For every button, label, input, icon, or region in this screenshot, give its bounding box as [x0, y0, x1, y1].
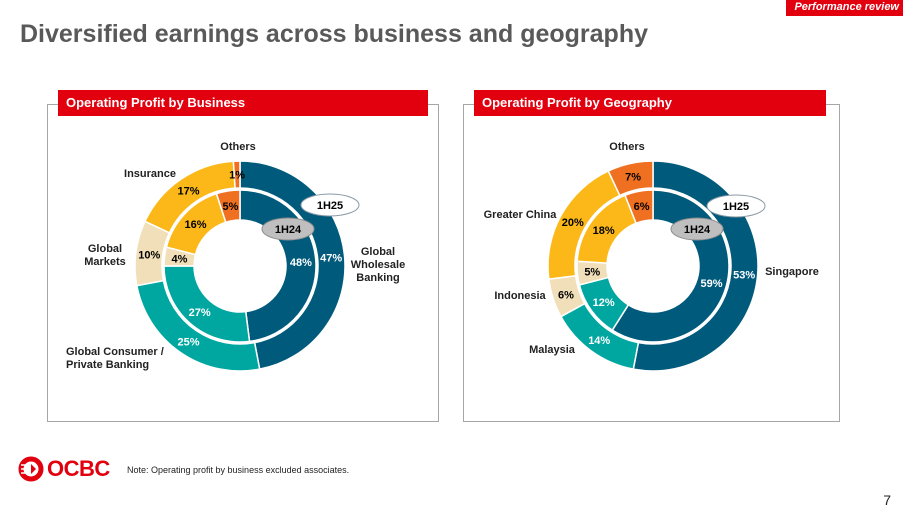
ocbc-logo: OCBC: [18, 456, 110, 482]
geography-chart-title: Operating Profit by Geography: [474, 90, 826, 116]
data-label-1h24: 5%: [223, 201, 239, 213]
legend-badge-outer: [300, 193, 360, 217]
slice-1h25-4: [607, 160, 654, 197]
data-label-1h25: 7%: [625, 172, 641, 184]
data-label-1h25: 47%: [320, 252, 342, 264]
slice-1h24-4: [215, 189, 241, 224]
legend-badge-inner: [261, 217, 315, 241]
legend-badge-inner: [670, 217, 724, 241]
data-label-1h24: 48%: [290, 257, 312, 269]
category-label: Global Markets: [84, 243, 126, 268]
data-label-1h24: 27%: [189, 307, 211, 319]
data-label-1h25: 10%: [138, 250, 160, 262]
category-label: Malaysia: [529, 344, 576, 356]
category-label: Global Consumer / Private Banking: [66, 346, 164, 371]
data-label-1h24: 12%: [593, 297, 615, 309]
data-label-1h25: 14%: [588, 335, 610, 347]
page-number: 7: [883, 492, 891, 508]
data-label-1h24: 16%: [185, 219, 207, 231]
data-label-1h25: 20%: [562, 217, 584, 229]
data-label-1h24: 5%: [584, 267, 600, 279]
logo-text: OCBC: [47, 456, 110, 481]
category-label: Singapore: [765, 266, 819, 278]
page-title: Diversified earnings across business and…: [20, 20, 648, 48]
data-label-1h25: 1%: [229, 170, 245, 182]
category-label: Others: [609, 141, 644, 153]
category-label: Global Wholesale Banking: [351, 246, 405, 284]
data-label-1h24: 18%: [593, 225, 615, 237]
data-label-1h25: 17%: [178, 185, 200, 197]
ocbc-logo-icon: [18, 456, 44, 482]
category-label: Greater China: [484, 209, 558, 221]
legend-label-inner: 1H24: [684, 224, 711, 236]
category-label: Others: [220, 141, 255, 153]
footnote: Note: Operating profit by business exclu…: [127, 465, 350, 475]
slice-1h24-4: [624, 189, 654, 225]
data-label-1h24: 4%: [172, 253, 188, 265]
legend-badge-outer: [706, 194, 766, 218]
legend-label-inner: 1H24: [275, 224, 302, 236]
slice-1h25-4: [232, 160, 241, 189]
data-label-1h25: 53%: [733, 270, 755, 282]
category-label: Indonesia: [494, 290, 546, 302]
data-label-1h24: 59%: [701, 278, 723, 290]
legend-label-outer: 1H25: [317, 200, 343, 212]
data-label-1h25: 25%: [178, 337, 200, 349]
data-label-1h24: 6%: [634, 201, 650, 213]
category-label: Insurance: [124, 168, 176, 180]
section-tag: Performance review: [786, 0, 903, 16]
legend-label-outer: 1H25: [723, 201, 749, 213]
business-chart-title: Operating Profit by Business: [58, 90, 428, 116]
data-label-1h25: 6%: [558, 289, 574, 301]
